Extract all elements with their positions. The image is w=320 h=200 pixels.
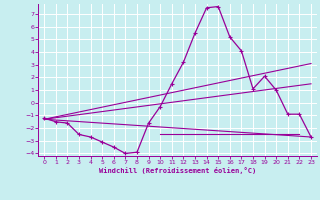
X-axis label: Windchill (Refroidissement éolien,°C): Windchill (Refroidissement éolien,°C) — [99, 167, 256, 174]
